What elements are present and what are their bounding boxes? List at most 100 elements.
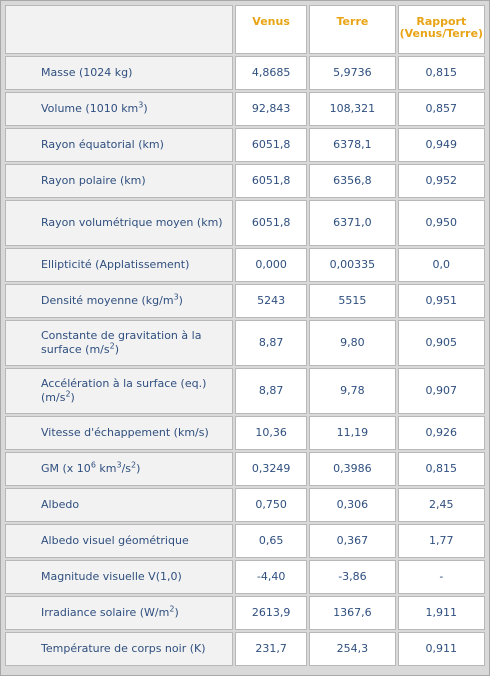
terre-value: 6356,8 [309,164,396,198]
terre-value: 108,321 [309,92,396,126]
label-text-end: ) [174,606,179,619]
label-exponent: 3 [138,100,144,110]
label-exponent: 3 [173,292,179,302]
venus-value: 0,750 [234,488,308,522]
ratio-value: 0,905 [397,320,485,366]
terre-value: -3,86 [309,560,396,594]
ratio-value: 0,907 [397,368,485,414]
terre-value: 9,78 [309,368,396,414]
venus-value: 6051,8 [234,164,308,198]
venus-value: 8,87 [234,368,308,414]
terre-value: 5515 [309,284,396,318]
terre-value: 9,80 [309,320,396,366]
table-row: Volume (1010 km3) 92,843 108,321 0,857 [5,92,485,126]
ratio-value: 0,952 [397,164,485,198]
label-text: GM (x 10 [41,462,91,475]
terre-value: 6378,1 [309,128,396,162]
venus-value: 231,7 [234,632,308,666]
table-row: Irradiance solaire (W/m2) 2613,9 1367,6 … [5,596,485,630]
ratio-value: 0,815 [397,56,485,90]
table-row: Vitesse d'échappement (km/s) 10,36 11,19… [5,416,485,450]
row-label: Accélération à la surface (eq.) (m/s2) [5,368,233,414]
label-text: Irradiance solaire (W/m [41,606,170,619]
table-row: Masse (1024 kg) 4,8685 5,9736 0,815 [5,56,485,90]
venus-earth-comparison-table: Venus Terre Rapport (Venus/Terre) Masse … [3,3,487,668]
label-text-mid: km [95,462,117,475]
label-text: Constante de gravitation à la surface (m… [41,329,202,356]
row-label: Rayon équatorial (km) [5,128,233,162]
table-row: Albedo 0,750 0,306 2,45 [5,488,485,522]
venus-value: 4,8685 [234,56,308,90]
table-row: Albedo visuel géométrique 0,65 0,367 1,7… [5,524,485,558]
row-label: Ellipticité (Applatissement) [5,248,233,282]
venus-value: 6051,8 [234,128,308,162]
ratio-value: 0,857 [397,92,485,126]
label-text: Volume (1010 km [41,102,139,115]
venus-value: 6051,8 [234,200,308,246]
venus-value: 0,65 [234,524,308,558]
table-row: Constante de gravitation à la surface (m… [5,320,485,366]
ratio-value: 0,950 [397,200,485,246]
terre-value: 1367,6 [309,596,396,630]
row-label: Rayon volumétrique moyen (km) [5,200,233,246]
venus-value: 2613,9 [234,596,308,630]
ratio-value: 0,926 [397,416,485,450]
label-text-end: ) [178,294,183,307]
header-terre: Terre [309,5,396,54]
ratio-value: 0,949 [397,128,485,162]
venus-value: 8,87 [234,320,308,366]
ratio-value: 1,911 [397,596,485,630]
terre-value: 5,9736 [309,56,396,90]
venus-value: 0,000 [234,248,308,282]
label-text-mid-2: /s [121,462,132,475]
header-venus: Venus [234,5,308,54]
label-text-end: ) [143,102,148,115]
ratio-value: 2,45 [397,488,485,522]
row-label: Vitesse d'échappement (km/s) [5,416,233,450]
label-text-end: ) [114,343,119,356]
table-row: Rayon volumétrique moyen (km) 6051,8 637… [5,200,485,246]
ratio-value: 0,911 [397,632,485,666]
terre-value: 11,19 [309,416,396,450]
row-label: Volume (1010 km3) [5,92,233,126]
venus-value: 10,36 [234,416,308,450]
terre-value: 254,3 [309,632,396,666]
row-label: Irradiance solaire (W/m2) [5,596,233,630]
venus-value: -4,40 [234,560,308,594]
ratio-value: - [397,560,485,594]
row-label: Magnitude visuelle V(1,0) [5,560,233,594]
row-label: GM (x 106 km3/s2) [5,452,233,486]
label-exponent: 2 [65,389,71,399]
terre-value: 0,367 [309,524,396,558]
label-exponent: 6 [90,460,96,470]
row-label: Rayon polaire (km) [5,164,233,198]
terre-value: 0,306 [309,488,396,522]
terre-value: 6371,0 [309,200,396,246]
table-row: Densité moyenne (kg/m3) 5243 5515 0,951 [5,284,485,318]
venus-value: 5243 [234,284,308,318]
venus-value: 0,3249 [234,452,308,486]
label-exponent: 2 [169,604,175,614]
row-label: Densité moyenne (kg/m3) [5,284,233,318]
label-text: Densité moyenne (kg/m [41,294,174,307]
table-row: GM (x 106 km3/s2) 0,3249 0,3986 0,815 [5,452,485,486]
table-row: Température de corps noir (K) 231,7 254,… [5,632,485,666]
label-exponent-3: 2 [131,460,137,470]
terre-value: 0,00335 [309,248,396,282]
label-text-end: ) [70,391,75,404]
header-ratio: Rapport (Venus/Terre) [397,5,485,54]
label-text-end: ) [136,462,141,475]
row-label: Albedo visuel géométrique [5,524,233,558]
terre-value: 0,3986 [309,452,396,486]
label-exponent: 2 [109,341,115,351]
header-row: Venus Terre Rapport (Venus/Terre) [5,5,485,54]
label-text: Accélération à la surface (eq.) (m/s [41,377,207,404]
row-label: Masse (1024 kg) [5,56,233,90]
ratio-value: 0,0 [397,248,485,282]
header-blank [5,5,233,54]
label-exponent-2: 3 [116,460,122,470]
ratio-value: 1,77 [397,524,485,558]
row-label: Température de corps noir (K) [5,632,233,666]
venus-value: 92,843 [234,92,308,126]
